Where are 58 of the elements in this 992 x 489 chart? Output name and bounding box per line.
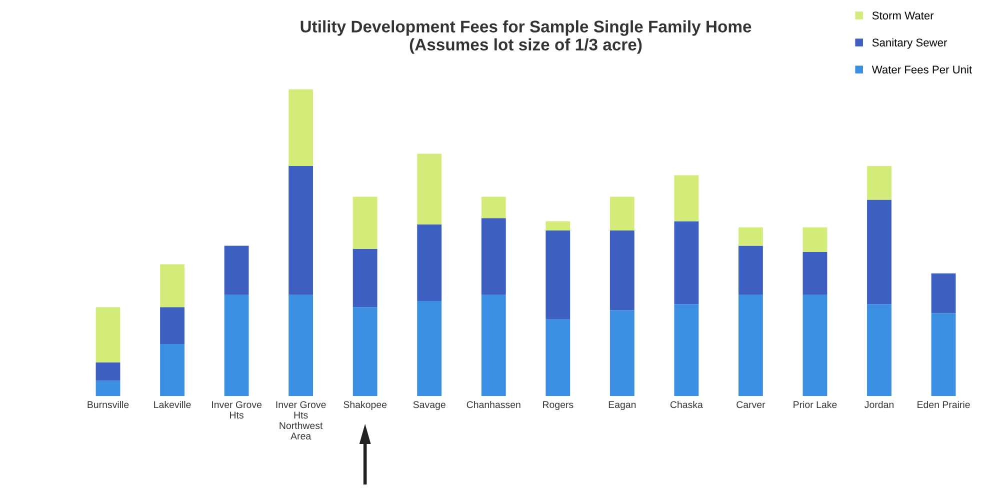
x-tick-label: Inver Grove Hts Northwest Area: [276, 401, 326, 440]
bar: [288, 89, 314, 166]
bar: [160, 264, 184, 308]
bar: [96, 380, 120, 396]
bar: [610, 310, 634, 396]
bar: [417, 224, 442, 301]
bar: [610, 196, 634, 230]
bar: [867, 304, 892, 396]
bar: [224, 246, 249, 295]
x-tick-label: Chanhassen: [466, 400, 520, 408]
bar: [546, 221, 570, 230]
bar: [674, 304, 699, 396]
x-tick-label: Inver Grove Hts: [212, 401, 262, 419]
bar: [352, 196, 378, 249]
bar: [481, 218, 506, 295]
x-tick-label: Rogers: [543, 401, 574, 410]
legend-label: Water Fees Per Unit: [872, 65, 972, 74]
bar: [96, 362, 120, 381]
bar: [481, 196, 506, 218]
bar: [546, 230, 570, 320]
bar: [802, 227, 828, 252]
x-tick-label: Chaska: [670, 400, 703, 408]
bar: [931, 273, 956, 314]
bar: [674, 221, 699, 304]
x-tick-label: Savage: [413, 401, 446, 410]
bar: [610, 230, 634, 310]
bar: [867, 200, 892, 304]
x-tick-label: Jordan: [864, 400, 894, 408]
x-tick-label: Prior Lake: [794, 400, 837, 408]
x-tick-label: Burnsville: [88, 400, 129, 408]
bar: [96, 307, 120, 362]
bar: [931, 313, 956, 396]
bar: [160, 344, 184, 396]
legend-label: Storm Water: [872, 12, 934, 20]
bar: [417, 154, 442, 224]
bar: [546, 319, 570, 396]
bar: [802, 252, 828, 295]
bar: [738, 227, 763, 246]
chart-title: Utility Development Fees for Sample Single Family Home (Assumes lot size of 1/3 acre): [300, 20, 752, 54]
bar: [417, 301, 442, 396]
bar: [288, 166, 314, 295]
bar: [160, 307, 184, 344]
bar: [867, 166, 892, 200]
bar: [674, 175, 699, 222]
bar: [738, 294, 763, 396]
x-tick-label: Carver: [736, 401, 766, 408]
bar: [738, 246, 763, 295]
bar: [288, 294, 314, 396]
x-tick-label: Eagan: [608, 401, 636, 410]
bar: [352, 248, 378, 308]
x-tick-label: Lakeville: [154, 400, 191, 408]
bar: [481, 294, 506, 396]
legend-label: Sanitary Sewer: [872, 38, 948, 49]
bar: [224, 294, 249, 396]
bar: [802, 294, 828, 396]
x-tick-label: Shakopee: [344, 400, 387, 410]
bar: [352, 307, 378, 396]
x-tick-label: Eden Prairie: [918, 400, 970, 408]
